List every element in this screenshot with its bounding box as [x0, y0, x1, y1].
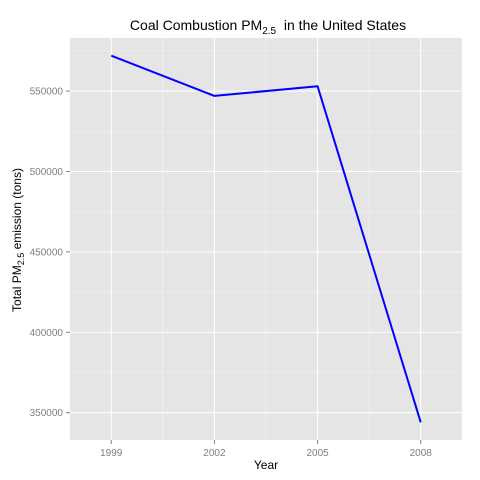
y-axis-title: Total PM2.5 emission (tons)	[10, 168, 26, 312]
y-tick-label: 550000	[30, 87, 64, 98]
x-axis-ticks: 1999 2002 2005 2008	[100, 440, 432, 459]
x-axis-title: Year	[254, 458, 278, 472]
chart-title-prefix: Coal Combustion PM	[130, 17, 262, 33]
chart-title-subscript: 2.5	[262, 26, 276, 37]
x-tick-label: 1999	[100, 448, 123, 459]
chart-title: Coal Combustion PM2.5 in the United Stat…	[130, 17, 406, 37]
y-axis-title-subscript: 2.5	[16, 253, 26, 266]
y-axis-title-prefix: Total PM	[10, 265, 24, 312]
y-axis-ticks: 350000 400000 450000 500000 550000	[30, 87, 70, 419]
y-tick-label: 500000	[30, 167, 64, 178]
y-tick-label: 450000	[30, 247, 64, 258]
series-line-0	[110, 54, 422, 423]
y-tick-label: 400000	[30, 328, 64, 339]
x-tick-label: 2008	[410, 448, 433, 459]
x-tick-label: 2002	[203, 448, 226, 459]
minor-gridlines	[70, 38, 462, 440]
major-gridlines	[70, 38, 462, 440]
x-tick-label: 2005	[306, 448, 329, 459]
y-axis-title-suffix: emission (tons)	[10, 168, 24, 253]
chart-title-suffix: in the United States	[276, 17, 406, 33]
y-tick-label: 350000	[30, 408, 64, 419]
series-layer	[110, 54, 422, 423]
